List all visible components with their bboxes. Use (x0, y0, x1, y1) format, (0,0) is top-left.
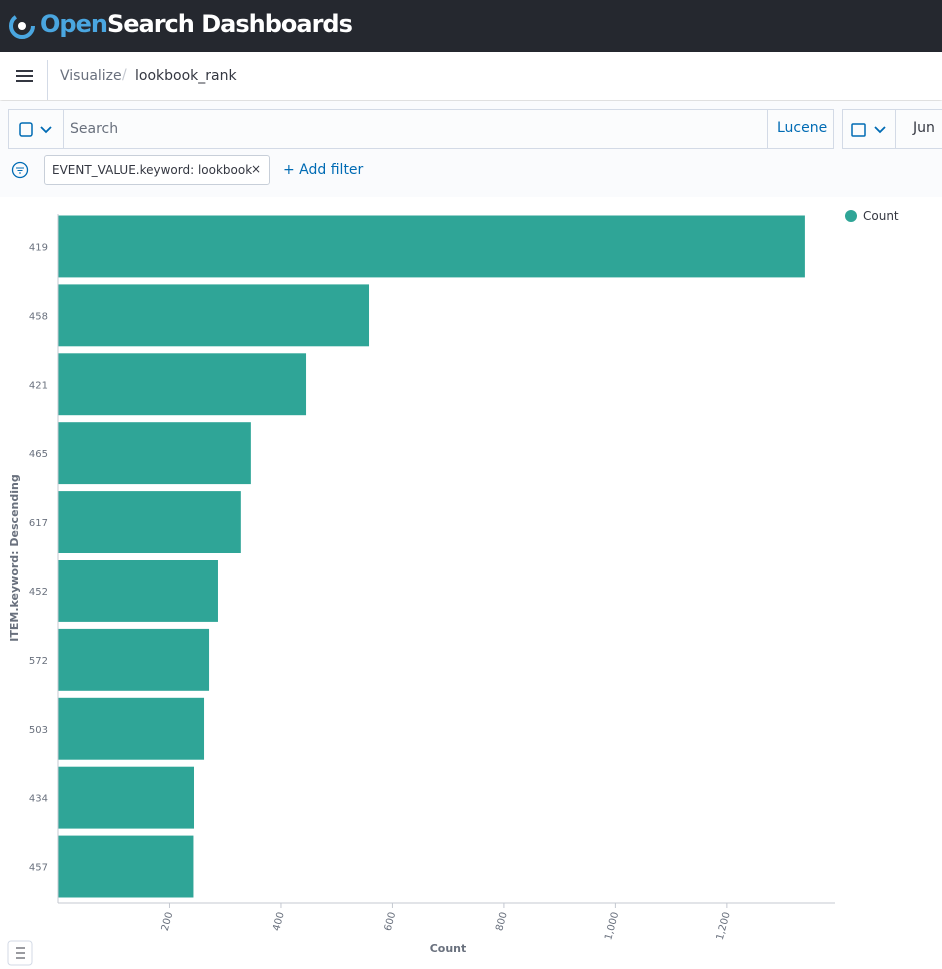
calendar-icon (851, 123, 886, 137)
y-tick-label: 419 (29, 242, 48, 253)
divider (63, 110, 64, 148)
search-input[interactable]: Search (70, 121, 119, 137)
date-text: Jun (913, 120, 935, 136)
language-button[interactable]: Lucene (777, 120, 828, 136)
bar (58, 628, 210, 691)
y-tick-label: 421 (29, 380, 48, 391)
x-axis-label: Count (430, 942, 467, 955)
bar (58, 560, 218, 622)
filter-text: EVENT_VALUE.keyword: lookbook (52, 163, 253, 177)
top-header: OpenSearch Dashboards (0, 0, 942, 52)
saved-query-button[interactable] (19, 122, 63, 138)
breadcrumb[interactable]: Visualize (60, 68, 122, 84)
bar (58, 835, 194, 898)
date-picker[interactable]: Jun (842, 109, 942, 149)
x-tick-label: 800 (494, 911, 510, 932)
bar (58, 766, 195, 829)
divider (767, 110, 768, 148)
bar (58, 353, 307, 416)
x-tick-label: 1,200 (715, 911, 733, 942)
search-bar: Search Lucene (8, 109, 834, 149)
separator: / (122, 67, 127, 83)
y-tick-label: 617 (29, 518, 48, 529)
remove-filter[interactable]: × (251, 162, 262, 176)
x-tick-label: 400 (271, 911, 287, 932)
chart: ITEM.keyword: Descending Count Count 419 4… (7, 209, 899, 966)
bar (58, 697, 205, 760)
y-tick-label: 457 (29, 863, 48, 874)
y-tick-label: 458 (29, 311, 48, 322)
divider (47, 60, 48, 100)
add-filter[interactable]: + Add filter (283, 162, 364, 178)
y-tick-label: 434 (29, 794, 48, 805)
y-tick-label: 572 (29, 656, 48, 667)
brand-prefix: Open (40, 10, 108, 38)
bar (58, 491, 241, 553)
filter-icon[interactable] (11, 161, 29, 179)
breadcrumb-current: lookbook_rank (135, 68, 237, 84)
x-tick-label: 600 (383, 911, 399, 932)
bar (58, 422, 251, 485)
bar (58, 284, 370, 347)
menu-button[interactable] (16, 69, 34, 83)
legend-label: Count (863, 209, 899, 223)
filter-pill[interactable]: EVENT_VALUE.keyword: lookbook × (44, 155, 270, 185)
y-axis-label: ITEM.keyword: Descending (8, 474, 21, 641)
y-tick-label: 503 (29, 725, 48, 736)
divider (895, 110, 896, 148)
y-tick-label: 465 (29, 449, 48, 460)
x-tick-label: 200 (160, 911, 176, 932)
query-area: Search Lucene Jun EVENT_VALUE.keyword: l… (0, 101, 942, 197)
breadcrumb-bar: Visualize / lookbook_rank (0, 52, 942, 100)
y-tick-label: 452 (29, 587, 48, 598)
legend-toggle-icon (16, 947, 25, 959)
brand: OpenSearch Dashboards (40, 10, 353, 38)
x-tick-label: 1,000 (603, 911, 621, 942)
legend-swatch (845, 210, 857, 222)
logo (9, 13, 35, 39)
bar (58, 215, 805, 278)
brand-rest: Search Dashboards (106, 10, 353, 38)
